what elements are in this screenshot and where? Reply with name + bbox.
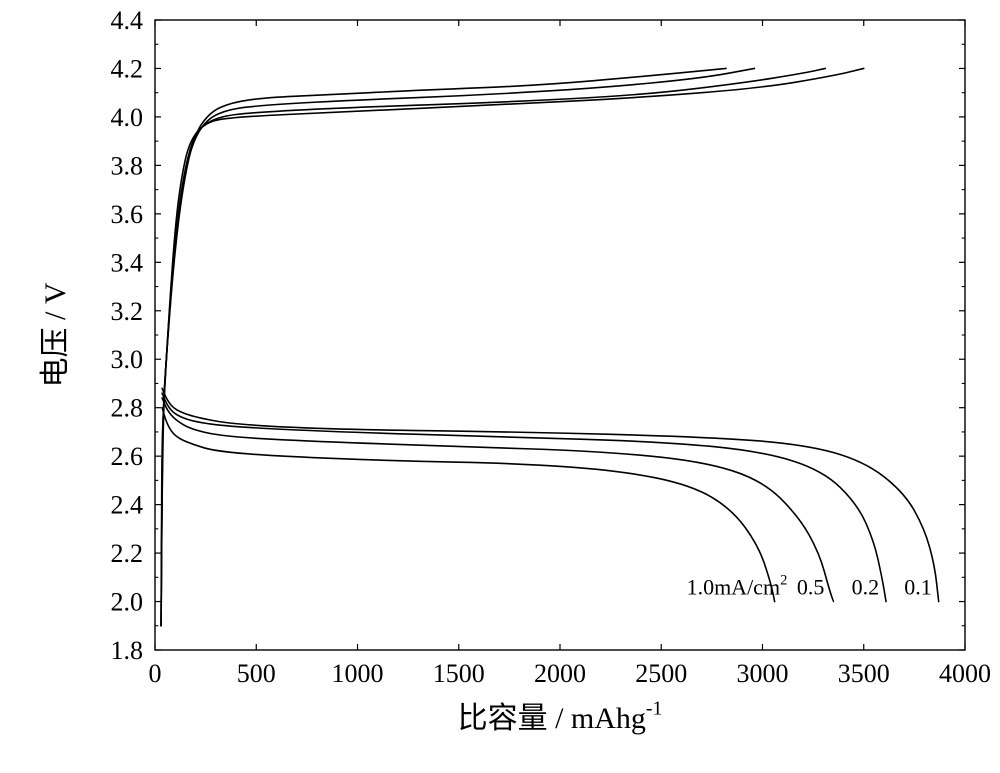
y-tick-label: 2.8: [111, 394, 144, 423]
y-tick-label: 2.2: [111, 539, 144, 568]
curve-charge_1.0: [161, 68, 726, 625]
y-tick-label: 2.4: [111, 491, 144, 520]
curve-label: 0.1: [904, 574, 932, 599]
x-axis-label: 比容量 / mAhg-1: [458, 698, 663, 736]
y-tick-label: 2.6: [111, 442, 144, 471]
curve-charge_0.2: [161, 68, 825, 625]
y-tick-label: 4.2: [111, 54, 144, 83]
curve-charge_0.1: [161, 68, 864, 625]
curve-label: 1.0mA/cm2: [687, 572, 788, 599]
x-tick-label: 3000: [737, 659, 789, 688]
x-tick-label: 0: [149, 659, 162, 688]
y-tick-label: 3.4: [111, 248, 144, 277]
x-tick-label: 500: [237, 659, 276, 688]
y-tick-label: 3.0: [111, 345, 144, 374]
curve-label: 0.5: [797, 574, 825, 599]
voltage-capacity-chart: 0 500 1000 1500 2000 2500 3000 3500 4000 1.8 2.0 2.…: [0, 0, 1000, 773]
y-tick-label: 3.2: [111, 297, 144, 326]
y-tick-label: 1.8: [111, 636, 144, 665]
x-tick-label: 3500: [838, 659, 890, 688]
x-tick-label: 2500: [635, 659, 687, 688]
x-tick-label: 1000: [332, 659, 384, 688]
curve-discharge_0.1: [162, 388, 939, 601]
y-tick-label: 4.4: [111, 6, 144, 35]
curve-charge_0.5: [161, 68, 754, 625]
series-group: [161, 68, 939, 625]
curve-discharge_0.2: [162, 393, 886, 601]
y-axis-label: 电压 / V: [39, 282, 72, 387]
curve-label: 0.2: [852, 574, 880, 599]
chart-container: 0 500 1000 1500 2000 2500 3000 3500 4000 1.8 2.0 2.…: [0, 0, 1000, 773]
x-tick-label: 2000: [534, 659, 586, 688]
x-tick-label: 1500: [433, 659, 485, 688]
y-tick-label: 4.0: [111, 103, 144, 132]
y-tick-label: 3.8: [111, 151, 144, 180]
y-tick-label: 2.0: [111, 588, 144, 617]
x-tick-label: 4000: [939, 659, 991, 688]
y-tick-label: 3.6: [111, 200, 144, 229]
